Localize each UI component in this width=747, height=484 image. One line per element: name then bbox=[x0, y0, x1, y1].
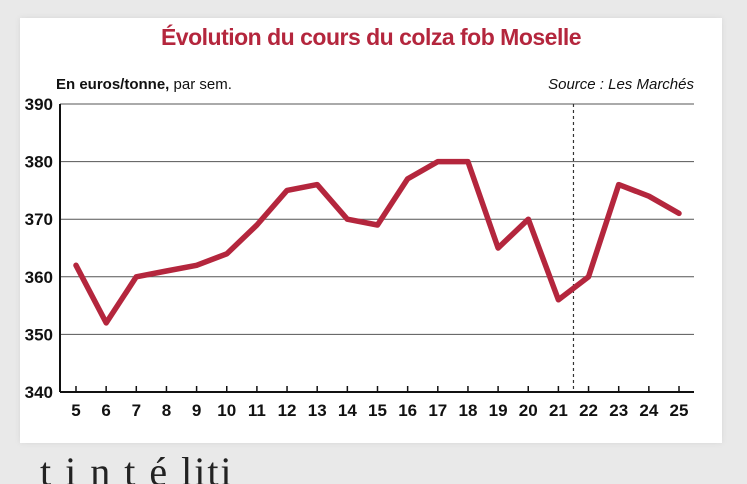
x-tick-label: 11 bbox=[248, 401, 266, 420]
x-tick-label: 22 bbox=[579, 401, 598, 420]
y-tick-label: 350 bbox=[25, 325, 53, 344]
y-tick-label: 380 bbox=[25, 153, 53, 172]
y-tick-label: 370 bbox=[25, 210, 53, 229]
chart-title: Évolution du cours du colza fob Moselle bbox=[160, 24, 582, 50]
x-tick-label: 18 bbox=[458, 401, 477, 420]
y-tick-label: 340 bbox=[25, 383, 53, 402]
x-tick-label: 16 bbox=[398, 401, 417, 420]
x-tick-label: 10 bbox=[217, 401, 236, 420]
x-tick-label: 20 bbox=[519, 401, 538, 420]
x-tick-label: 5 bbox=[71, 401, 80, 420]
x-tick-label: 19 bbox=[489, 401, 508, 420]
y-tick-label: 390 bbox=[25, 95, 53, 114]
x-tick-label: 14 bbox=[338, 401, 357, 420]
x-tick-label: 15 bbox=[368, 401, 387, 420]
x-tick-label: 21 bbox=[549, 401, 568, 420]
series-line bbox=[73, 158, 682, 326]
chart-source: Source : Les Marchés bbox=[548, 76, 694, 93]
x-tick-label: 23 bbox=[609, 401, 628, 420]
x-tick-label: 17 bbox=[428, 401, 447, 420]
x-tick-label: 6 bbox=[101, 401, 110, 420]
x-tick-label: 24 bbox=[639, 401, 658, 420]
y-axis-unit-bold: En euros/tonne, bbox=[56, 76, 170, 93]
x-tick-label: 7 bbox=[132, 401, 141, 420]
x-tick-label: 25 bbox=[670, 401, 689, 420]
cropped-body-text: t i n t é liti bbox=[40, 452, 234, 484]
x-tick-label: 9 bbox=[192, 401, 201, 420]
x-tick-label: 8 bbox=[162, 401, 171, 420]
x-tick-label: 13 bbox=[308, 401, 327, 420]
y-axis-unit-label: En euros/tonne, par sem. bbox=[56, 76, 232, 93]
x-tick-label: 12 bbox=[278, 401, 297, 420]
y-axis-unit-rest: par sem. bbox=[169, 76, 232, 93]
y-tick-label: 360 bbox=[25, 268, 53, 287]
